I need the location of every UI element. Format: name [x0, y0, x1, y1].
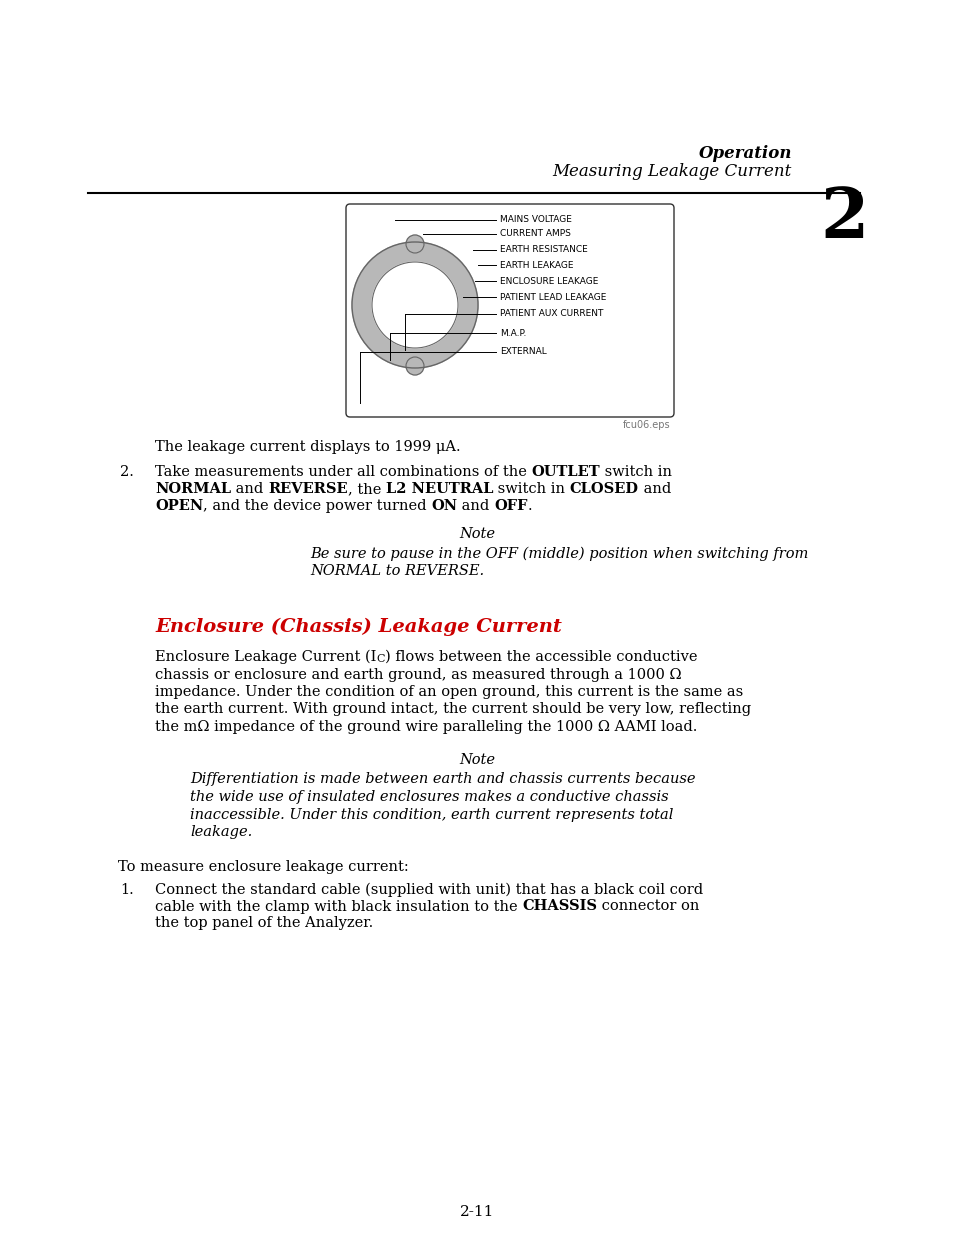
Text: and: and [457, 499, 494, 513]
Text: CHASSIS: CHASSIS [521, 899, 597, 914]
Text: Note: Note [458, 527, 495, 541]
Text: , and the device power turned: , and the device power turned [203, 499, 431, 513]
Text: Measuring Leakage Current: Measuring Leakage Current [552, 163, 791, 180]
Text: impedance. Under the condition of an open ground, this current is the same as: impedance. Under the condition of an ope… [154, 685, 742, 699]
Text: cable with the clamp with black insulation to the: cable with the clamp with black insulati… [154, 899, 521, 914]
Text: 2: 2 [820, 185, 867, 252]
Text: MAINS VOLTAGE: MAINS VOLTAGE [499, 215, 571, 225]
Text: NORMAL: NORMAL [154, 482, 231, 496]
FancyBboxPatch shape [346, 204, 673, 417]
Text: To measure enclosure leakage current:: To measure enclosure leakage current: [118, 861, 408, 874]
Text: , the: , the [347, 482, 385, 496]
Text: Enclosure Leakage Current (I: Enclosure Leakage Current (I [154, 650, 376, 664]
Text: ENCLOSURE LEAKAGE: ENCLOSURE LEAKAGE [499, 277, 598, 285]
Text: Differentiation is made between earth and chassis currents because: Differentiation is made between earth an… [190, 773, 695, 787]
Text: M.A.P.: M.A.P. [499, 329, 526, 337]
Text: inaccessible. Under this condition, earth current represents total: inaccessible. Under this condition, eart… [190, 808, 673, 821]
Text: switch in: switch in [493, 482, 569, 496]
Text: EARTH RESISTANCE: EARTH RESISTANCE [499, 246, 587, 254]
Text: Operation: Operation [698, 144, 791, 162]
Text: C: C [376, 655, 384, 664]
Text: Connect the standard cable (supplied with unit) that has a black coil cord: Connect the standard cable (supplied wit… [154, 883, 702, 897]
Text: OUTLET: OUTLET [531, 466, 599, 479]
Text: Enclosure (Chassis) Leakage Current: Enclosure (Chassis) Leakage Current [154, 618, 561, 636]
Text: and: and [231, 482, 268, 496]
Circle shape [352, 242, 477, 368]
Text: PATIENT LEAD LEAKAGE: PATIENT LEAD LEAKAGE [499, 293, 606, 301]
Text: NORMAL to REVERSE.: NORMAL to REVERSE. [310, 564, 483, 578]
Text: ON: ON [431, 499, 457, 513]
Circle shape [406, 235, 423, 253]
Text: PATIENT AUX CURRENT: PATIENT AUX CURRENT [499, 310, 602, 319]
Text: switch in: switch in [599, 466, 672, 479]
Text: the earth current. With ground intact, the current should be very low, reflectin: the earth current. With ground intact, t… [154, 703, 750, 716]
Text: Be sure to pause in the OFF (middle) position when switching from: Be sure to pause in the OFF (middle) pos… [310, 547, 807, 562]
Text: leakage.: leakage. [190, 825, 252, 839]
Text: CURRENT AMPS: CURRENT AMPS [499, 230, 570, 238]
Circle shape [372, 262, 457, 348]
Text: 2-11: 2-11 [459, 1205, 494, 1219]
Text: L2 NEUTRAL: L2 NEUTRAL [385, 482, 493, 496]
Text: OPEN: OPEN [154, 499, 203, 513]
Text: OFF: OFF [494, 499, 527, 513]
Text: CLOSED: CLOSED [569, 482, 639, 496]
Text: Take measurements under all combinations of the: Take measurements under all combinations… [154, 466, 531, 479]
Text: REVERSE: REVERSE [268, 482, 347, 496]
Text: connector on: connector on [597, 899, 699, 914]
Circle shape [406, 357, 423, 375]
Text: 2.: 2. [120, 466, 133, 479]
Text: .: . [527, 499, 532, 513]
Text: the top panel of the Analyzer.: the top panel of the Analyzer. [154, 916, 373, 930]
Text: The leakage current displays to 1999 μA.: The leakage current displays to 1999 μA. [154, 440, 460, 454]
Text: chassis or enclosure and earth ground, as measured through a 1000 Ω: chassis or enclosure and earth ground, a… [154, 667, 680, 682]
Text: EARTH LEAKAGE: EARTH LEAKAGE [499, 261, 573, 269]
Text: EXTERNAL: EXTERNAL [499, 347, 546, 357]
Text: ) flows between the accessible conductive: ) flows between the accessible conductiv… [384, 650, 697, 664]
Text: fcu06.eps: fcu06.eps [621, 420, 669, 430]
Text: the wide use of insulated enclosures makes a conductive chassis: the wide use of insulated enclosures mak… [190, 790, 668, 804]
Text: 1.: 1. [120, 883, 133, 897]
Text: Note: Note [458, 752, 495, 767]
Text: the mΩ impedance of the ground wire paralleling the 1000 Ω AAMI load.: the mΩ impedance of the ground wire para… [154, 720, 697, 734]
Text: and: and [639, 482, 670, 496]
